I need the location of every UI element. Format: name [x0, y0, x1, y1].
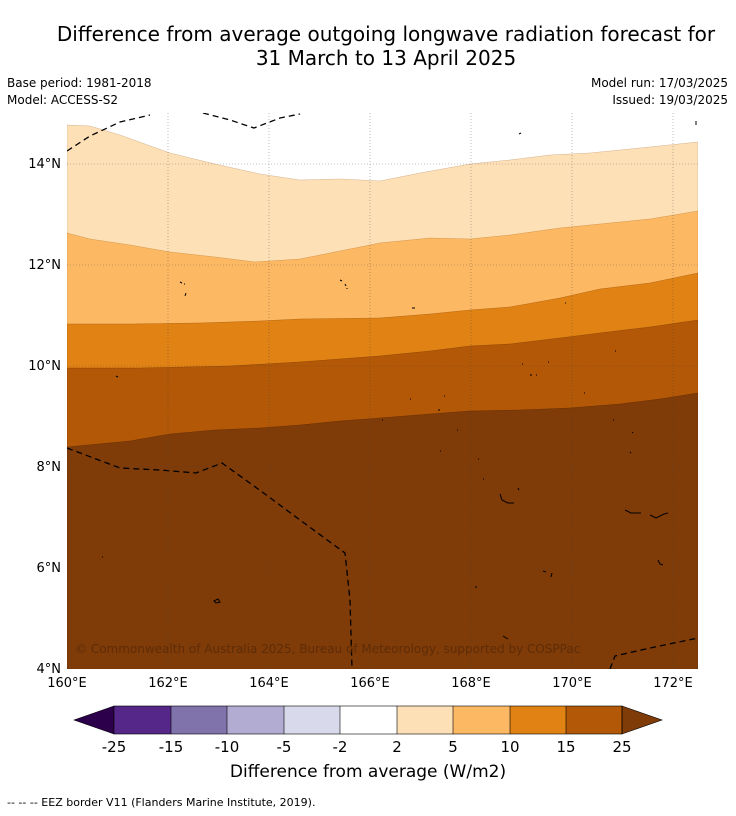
x-tick-166: 166°E	[350, 676, 390, 691]
colorbar-over-arrow	[621, 705, 663, 735]
copyright-watermark: © Commonwealth of Australia 2025, Bureau…	[75, 642, 580, 656]
colorbar-bin-5	[340, 706, 397, 734]
model-run: Model run: 17/03/2025	[590, 76, 728, 90]
cb-tick-2: -10	[215, 738, 240, 756]
band-over-25	[67, 392, 698, 669]
cb-tick-8: 15	[556, 738, 575, 756]
cb-tick-5: 2	[392, 738, 402, 756]
cb-tick-6: 5	[448, 738, 458, 756]
colorbar-under-arrow	[73, 705, 115, 735]
colorbar-bin-9	[566, 706, 622, 734]
colorbar-bin-2	[171, 706, 227, 734]
colorbar-bin-4	[284, 706, 340, 734]
colorbar-bin-1	[114, 706, 171, 734]
y-tick-14: 14°N	[28, 157, 61, 172]
meta-left: Base period: 1981-2018 Model: ACCESS-S2	[7, 75, 152, 109]
cb-tick-7: 10	[500, 738, 519, 756]
colorbar-ticks: -25 -15 -10 -5 -2 2 5 10 15 25	[102, 738, 632, 756]
colorbar-bin-3	[227, 706, 284, 734]
colorbar-bin-7	[453, 706, 510, 734]
colorbar-label: Difference from average (W/m2)	[229, 762, 507, 782]
x-tick-172: 172°E	[653, 676, 693, 691]
cb-tick-9: 25	[612, 738, 631, 756]
x-tick-160: 160°E	[47, 676, 87, 691]
x-tick-168: 168°E	[451, 676, 491, 691]
y-tick-4: 4°N	[37, 662, 62, 677]
model-name: Model: ACCESS-S2	[7, 93, 119, 107]
x-tick-162: 162°E	[148, 676, 188, 691]
x-tick-170: 170°E	[552, 676, 592, 691]
x-axis-ticks: 160°E 162°E 164°E 166°E 168°E 170°E 172°…	[47, 676, 693, 691]
cb-tick-3: -5	[277, 738, 292, 756]
anomaly-field: © Commonwealth of Australia 2025, Bureau…	[67, 113, 698, 669]
colorbar-bin-8	[510, 706, 566, 734]
issued-date: Issued: 19/03/2025	[612, 93, 728, 107]
y-tick-10: 10°N	[28, 359, 61, 374]
eez-border	[67, 113, 698, 669]
x-tick-164: 164°E	[249, 676, 289, 691]
y-tick-8: 8°N	[37, 460, 62, 475]
y-tick-6: 6°N	[37, 561, 62, 576]
eez-footer-note: -- -- -- EEZ border V11 (Flanders Marine…	[7, 796, 316, 809]
title-line-1: Difference from average outgoing longwav…	[56, 22, 716, 46]
gridlines	[67, 113, 698, 669]
y-tick-12: 12°N	[28, 258, 61, 273]
y-axis-ticks: 4°N 6°N 8°N 10°N 12°N 14°N	[28, 157, 61, 677]
colorbar-bin-6	[397, 706, 453, 734]
cb-tick-4: -2	[333, 738, 348, 756]
islands	[102, 121, 697, 640]
base-period: Base period: 1981-2018	[7, 76, 152, 90]
colorbar: -25 -15 -10 -5 -2 2 5 10 15 25	[73, 705, 663, 756]
title-line-2: 31 March to 13 April 2025	[255, 46, 517, 70]
map-title: Difference from average outgoing longwav…	[0, 22, 736, 70]
cb-tick-1: -15	[159, 738, 184, 756]
cb-tick-0: -25	[102, 738, 127, 756]
meta-right: Model run: 17/03/2025 Issued: 19/03/2025	[591, 75, 728, 109]
